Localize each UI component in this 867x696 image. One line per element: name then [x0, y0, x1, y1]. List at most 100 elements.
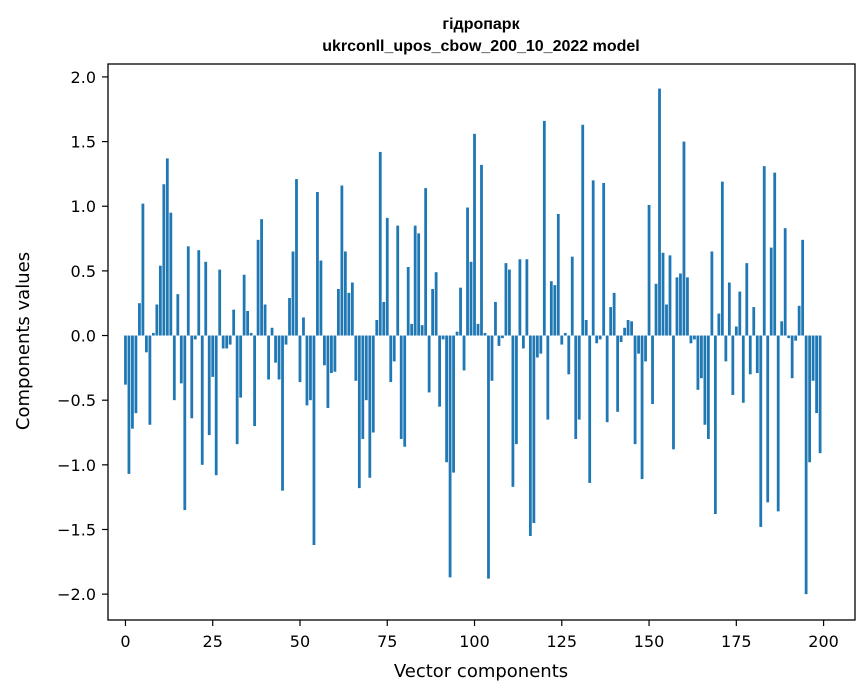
bar-17	[183, 335, 187, 511]
bar-39	[260, 219, 263, 336]
bar-3	[134, 335, 138, 414]
bar-69	[364, 335, 368, 401]
bar-91	[441, 335, 445, 340]
bar-13	[169, 212, 173, 336]
bar-157	[672, 335, 675, 450]
bar-4	[138, 303, 141, 336]
bar-29	[225, 335, 229, 349]
bar-74	[382, 301, 386, 336]
bar-199	[818, 335, 822, 454]
x-axis-label: Vector components	[394, 661, 568, 682]
bar-0	[124, 335, 127, 385]
bar-135	[595, 335, 599, 344]
bar-41	[267, 335, 270, 380]
bar-73	[378, 151, 382, 336]
bar-9	[155, 304, 159, 336]
y-tick-label: 1.5	[71, 133, 96, 152]
bar-78	[396, 225, 400, 336]
bar-47	[288, 298, 291, 336]
bar-163	[693, 335, 696, 340]
bar-21	[197, 250, 201, 336]
bar-154	[661, 252, 665, 336]
bar-106	[494, 301, 497, 336]
x-tick-label: 125	[547, 632, 578, 651]
bar-55	[316, 192, 319, 336]
bar-86	[424, 188, 428, 336]
bar-145	[630, 321, 633, 336]
bar-30	[228, 335, 232, 345]
bar-121	[546, 335, 550, 420]
bar-133	[588, 335, 592, 483]
bar-117	[532, 335, 536, 524]
bar-59	[330, 335, 333, 374]
bar-160	[682, 141, 686, 336]
bar-144	[626, 320, 630, 336]
bar-195	[804, 335, 808, 595]
bar-34	[242, 274, 246, 336]
y-tick-label: 0.0	[71, 327, 96, 346]
bar-147	[637, 335, 640, 354]
bar-14	[172, 335, 176, 401]
bar-120	[542, 120, 546, 336]
bar-85	[420, 325, 424, 336]
bar-68	[361, 335, 365, 439]
bar-153	[658, 88, 661, 336]
x-tick-label: 175	[721, 632, 752, 651]
bar-187	[776, 335, 780, 512]
bar-116	[528, 335, 532, 536]
bar-190	[787, 335, 791, 339]
y-axis-ticks: 2.0 1.5 1.0 0.5 0.0 −0.5 −1.0 −1.5 −2.0	[57, 68, 108, 604]
bar-169	[713, 335, 717, 514]
bar-37	[253, 335, 256, 427]
bar-196	[808, 335, 812, 463]
bar-159	[679, 273, 682, 336]
bar-83	[413, 225, 417, 336]
bar-102	[480, 164, 483, 336]
bar-38	[256, 239, 260, 336]
bar-138	[605, 335, 609, 423]
bar-185	[769, 247, 773, 336]
bar-46	[284, 335, 288, 345]
bar-167	[707, 335, 710, 439]
chart-title-line-1: гідропарк	[442, 16, 520, 33]
bar-94	[452, 335, 455, 473]
x-axis-ticks: 0 25 50 75 100 125 150 175 200	[120, 620, 839, 651]
bar-81	[406, 267, 410, 336]
bar-32	[235, 335, 239, 445]
bar-50	[298, 335, 302, 383]
bar-123	[553, 285, 557, 336]
bar-77	[392, 335, 396, 362]
bar-162	[689, 335, 693, 344]
y-tick-label: −1.0	[57, 456, 96, 475]
bar-180	[752, 307, 756, 336]
bar-114	[521, 335, 525, 349]
bar-33	[239, 335, 243, 398]
bar-97	[462, 335, 466, 371]
x-tick-label: 100	[459, 632, 490, 651]
bar-113	[518, 259, 522, 336]
bar-164	[696, 335, 700, 390]
bar-158	[675, 277, 679, 336]
bar-67	[357, 335, 361, 489]
bar-22	[200, 335, 204, 465]
bar-137	[602, 182, 606, 336]
bar-23	[204, 261, 208, 336]
bar-27	[218, 269, 222, 336]
bar-15	[176, 294, 180, 336]
bar-75	[385, 217, 389, 336]
bar-166	[703, 335, 707, 425]
bar-168	[710, 251, 714, 336]
bar-35	[246, 310, 250, 336]
bar-88	[431, 288, 435, 336]
bar-122	[549, 281, 553, 336]
bar-170	[717, 313, 721, 336]
bar-70	[368, 335, 372, 478]
bar-188	[780, 321, 784, 336]
bar-48	[291, 251, 295, 336]
bar-119	[539, 335, 543, 354]
bar-40	[263, 304, 267, 336]
bar-115	[525, 259, 529, 336]
bar-152	[654, 283, 658, 336]
